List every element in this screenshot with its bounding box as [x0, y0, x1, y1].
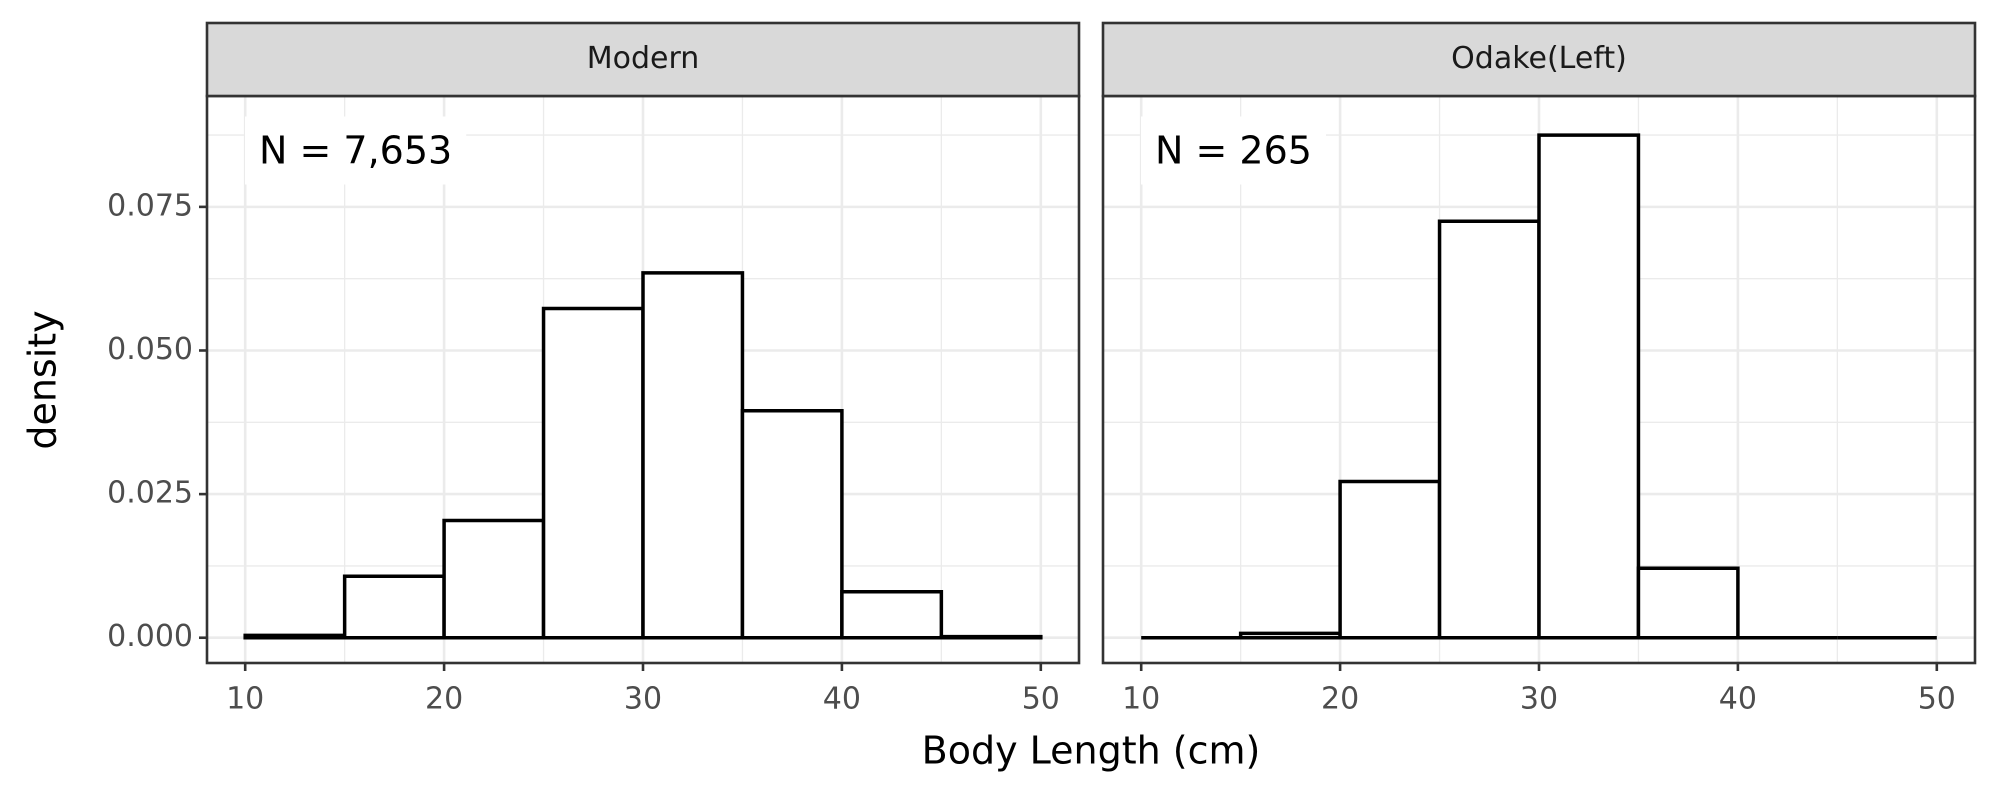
strip [1101, 21, 1977, 98]
histogram-bar [1238, 631, 1342, 640]
annotation: N = 7,653 [259, 129, 452, 173]
x-tick-label: 30 [624, 682, 662, 717]
strip-label: Modern [587, 41, 700, 76]
y-tick-label: 0.000 [107, 619, 193, 654]
histogram-bar [939, 634, 1043, 640]
x-tick-label: 10 [226, 682, 264, 717]
histogram-bar [1437, 219, 1541, 640]
strip-label: Odake(Left) [1451, 41, 1627, 76]
histogram-bar [541, 306, 645, 640]
histogram-bar [1537, 133, 1641, 640]
histogram-bar [1636, 566, 1740, 640]
x-tick-label: 50 [1918, 682, 1956, 717]
histogram-bar [840, 590, 944, 640]
y-axis-title: density [21, 310, 65, 449]
annotation-box [245, 116, 467, 185]
x-axis-title: Body Length (cm) [922, 729, 1261, 773]
histogram-bar [243, 633, 347, 640]
y-tick-label: 0.050 [107, 332, 193, 367]
annotation: N = 265 [1155, 129, 1312, 173]
x-tick-label: 40 [823, 682, 861, 717]
x-tick-label: 40 [1719, 682, 1757, 717]
histogram-bar [342, 574, 446, 640]
x-tick-label: 20 [425, 682, 463, 717]
histogram-bar [1338, 479, 1442, 640]
x-tick-label: 50 [1022, 682, 1060, 717]
annotation-box [1141, 116, 1326, 185]
x-tick-label: 30 [1520, 682, 1558, 717]
histogram-bar [740, 409, 844, 640]
strip [205, 21, 1081, 98]
histogram-bar [442, 518, 546, 640]
y-tick-label: 0.075 [107, 188, 193, 223]
x-tick-label: 20 [1321, 682, 1359, 717]
x-tick-label: 10 [1122, 682, 1160, 717]
histogram-bar [641, 271, 745, 640]
y-tick-label: 0.025 [107, 476, 193, 511]
